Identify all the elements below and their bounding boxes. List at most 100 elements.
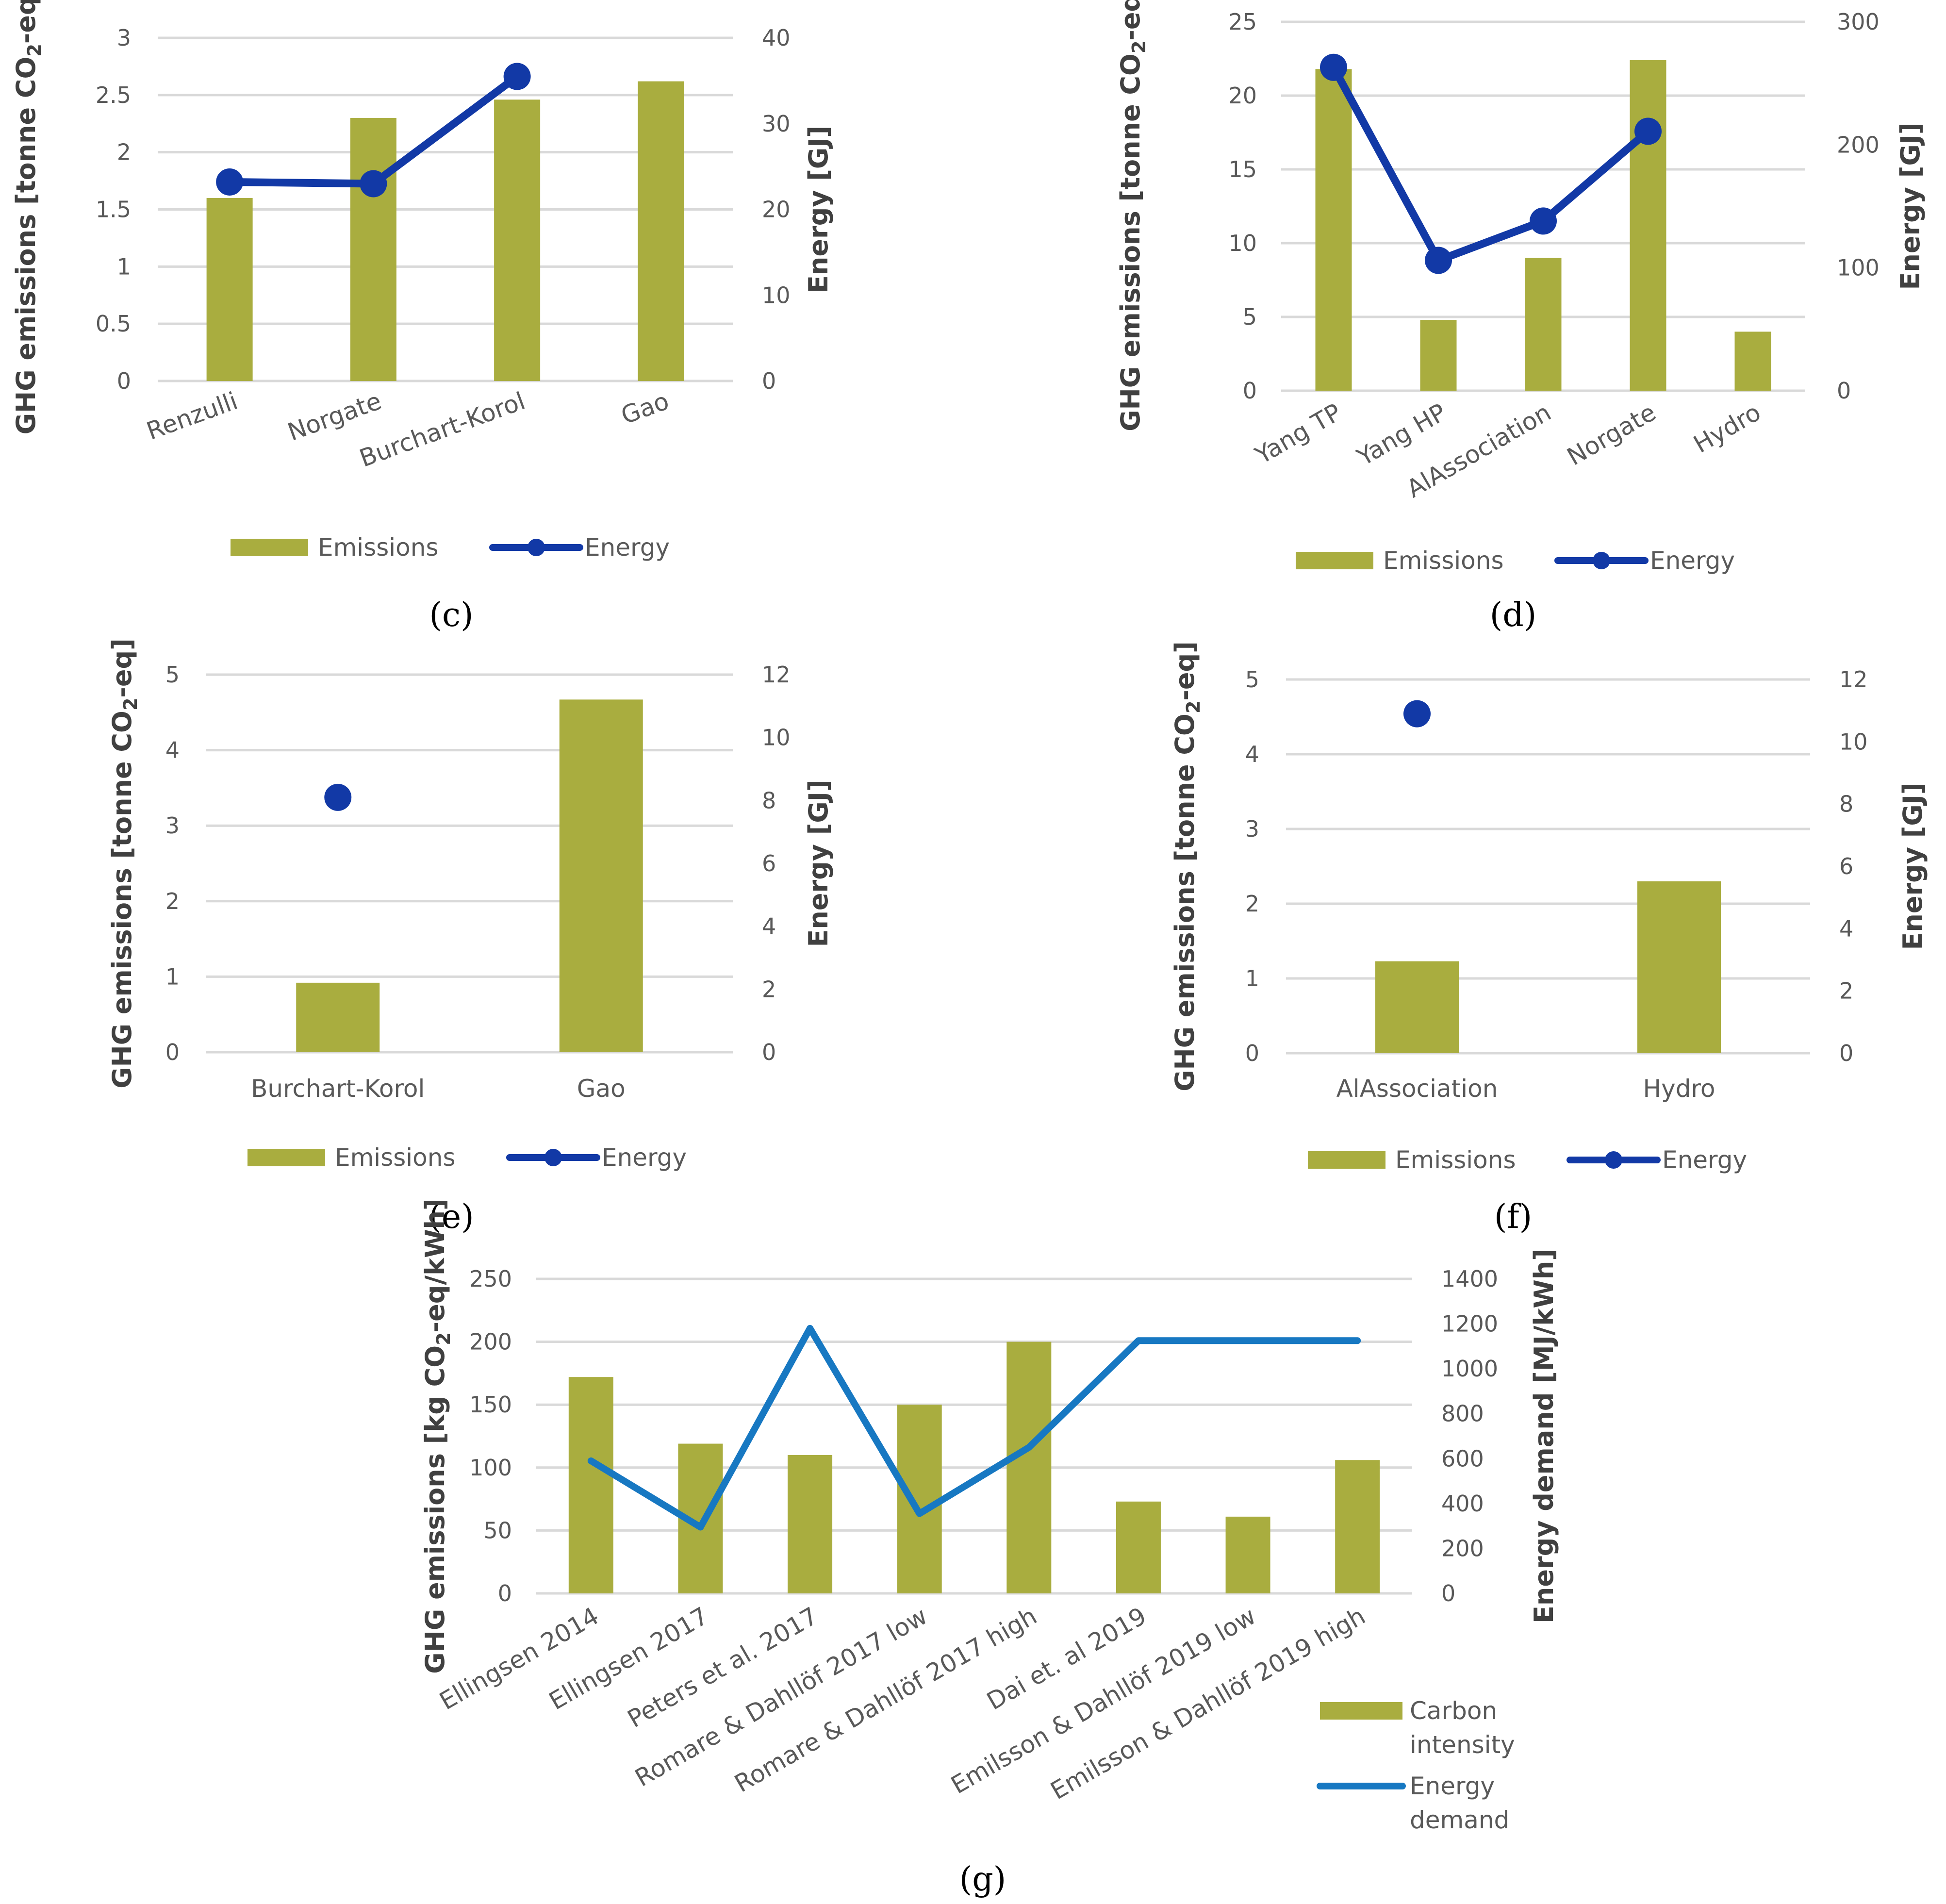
- y-left-tick-label: 0: [117, 368, 131, 394]
- data-point: [360, 170, 387, 198]
- bar: [1420, 320, 1457, 391]
- bar: [494, 99, 541, 381]
- y-right-axis-title: Energy [GJ]: [803, 126, 834, 293]
- panel-label: (g): [959, 1860, 1006, 1899]
- y-right-tick-label: 0: [1839, 1040, 1853, 1066]
- bar: [206, 198, 253, 381]
- y-left-tick-label: 1.5: [96, 197, 131, 223]
- y-right-tick-label: 1200: [1441, 1311, 1498, 1337]
- y-left-tick-label: 3: [165, 812, 180, 839]
- y-right-tick-label: 4: [762, 913, 776, 940]
- legend-label: Energy demand: [1410, 1772, 1509, 1834]
- svg-text:Energy [GJ]: Energy [GJ]: [803, 779, 834, 947]
- y-left-tick-label: 4: [165, 737, 180, 763]
- y-left-tick-label: 25: [1228, 9, 1257, 35]
- y-left-tick-label: 1: [1245, 965, 1259, 992]
- data-point: [324, 783, 352, 811]
- category-label: Peters et al. 2017: [623, 1602, 823, 1733]
- svg-text:GHG emissions [kg CO2-eq/kWh]: GHG emissions [kg CO2-eq/kWh]: [420, 1198, 454, 1673]
- category-label: Burchart-Korol: [356, 387, 529, 473]
- y-right-axis-title: Energy [GJ]: [803, 779, 834, 947]
- svg-text:GHG emissions [tonne CO2-eq]: GHG emissions [tonne CO2-eq]: [1115, 0, 1150, 431]
- y-right-tick-label: 6: [762, 850, 776, 877]
- bar: [1006, 1341, 1052, 1593]
- y-left-tick-label: 100: [469, 1455, 512, 1481]
- legend-swatch-marker: [528, 539, 545, 556]
- y-left-tick-label: 5: [165, 662, 180, 688]
- y-right-tick-label: 300: [1837, 9, 1880, 35]
- y-right-tick-label: 2: [762, 976, 776, 1002]
- data-point: [1320, 53, 1347, 81]
- legend-label: Energy: [602, 1143, 687, 1172]
- bar: [1525, 258, 1562, 391]
- y-right-tick-label: 1400: [1441, 1266, 1498, 1292]
- y-right-tick-label: 30: [762, 111, 791, 137]
- data-point: [1530, 207, 1557, 235]
- y-left-axis-title: GHG emissions [tonne CO2-eq]: [107, 638, 141, 1089]
- bar: [1116, 1501, 1161, 1593]
- svg-text:Energy [GJ]: Energy [GJ]: [803, 126, 834, 293]
- svg-text:GHG emissions [tonne CO2-eq]: GHG emissions [tonne CO2-eq]: [11, 0, 45, 434]
- y-left-tick-label: 10: [1228, 230, 1257, 256]
- svg-text:Energy [GJ]: Energy [GJ]: [1895, 122, 1926, 290]
- category-label: Yang TP: [1250, 398, 1346, 470]
- y-left-tick-label: 200: [469, 1329, 512, 1355]
- y-right-tick-label: 0: [762, 368, 776, 394]
- legend-label: Emissions: [1395, 1146, 1516, 1174]
- y-left-tick-label: 4: [1245, 741, 1259, 767]
- svg-text:GHG emissions [tonne CO2-eq]: GHG emissions [tonne CO2-eq]: [107, 638, 141, 1089]
- y-right-tick-label: 0: [1441, 1580, 1455, 1606]
- y-left-tick-label: 50: [483, 1517, 512, 1543]
- y-left-tick-label: 0.5: [96, 311, 131, 337]
- panel-label: (c): [429, 596, 473, 634]
- svg-text:Energy demand [MJ/kWh]: Energy demand [MJ/kWh]: [1529, 1249, 1559, 1623]
- y-left-tick-label: 1: [117, 253, 131, 280]
- y-left-tick-label: 20: [1228, 83, 1257, 109]
- y-right-axis-title: Energy [GJ]: [1897, 782, 1928, 950]
- legend-swatch-bar: [247, 1149, 325, 1166]
- y-right-tick-label: 12: [762, 662, 791, 688]
- bar: [1225, 1516, 1270, 1593]
- y-right-tick-label: 0: [762, 1039, 776, 1065]
- y-right-axis-title: Energy [GJ]: [1895, 122, 1926, 290]
- chart-panel-4: 0 50 100 150 200 250 0 200 400 600 800 1000 1200 1400…: [420, 1198, 1559, 1899]
- y-left-tick-label: 0: [498, 1580, 512, 1606]
- bar: [1315, 69, 1352, 391]
- y-right-axis-title: Energy demand [MJ/kWh]: [1529, 1249, 1559, 1623]
- y-left-tick-label: 3: [1245, 816, 1259, 842]
- bar: [897, 1405, 942, 1593]
- y-left-tick-label: 0: [1245, 1040, 1259, 1066]
- y-right-tick-label: 6: [1839, 853, 1853, 879]
- y-left-tick-label: 2: [1245, 891, 1259, 917]
- data-point: [1403, 700, 1431, 728]
- panel-label: (d): [1490, 596, 1537, 634]
- chart-panel-1: 0 5 10 15 20 25 0 100 200 300 GHG emissions [tonne…: [1115, 0, 1926, 634]
- y-left-tick-label: 1: [165, 963, 180, 990]
- y-right-tick-label: 12: [1839, 666, 1868, 693]
- category-label: Hydro: [1689, 398, 1765, 459]
- category-label: Hydro: [1643, 1075, 1715, 1103]
- y-left-tick-label: 250: [469, 1266, 512, 1292]
- y-right-tick-label: 0: [1837, 378, 1851, 404]
- y-right-tick-label: 100: [1837, 255, 1880, 281]
- y-right-tick-label: 800: [1441, 1401, 1484, 1427]
- bar: [350, 117, 396, 381]
- bar: [568, 1377, 613, 1593]
- data-point: [216, 168, 244, 196]
- y-left-tick-label: 5: [1245, 666, 1259, 693]
- legend-label: Energy: [585, 533, 670, 562]
- legend-swatch-marker: [1605, 1151, 1622, 1169]
- y-right-tick-label: 200: [1441, 1535, 1484, 1561]
- legend-label: Carbon intensity: [1410, 1697, 1515, 1759]
- y-right-tick-label: 8: [1839, 791, 1853, 817]
- y-left-tick-label: 0: [1243, 378, 1257, 404]
- bar: [559, 699, 643, 1052]
- y-left-tick-label: 0: [165, 1039, 180, 1065]
- category-label: AlAssociation: [1336, 1075, 1498, 1103]
- panel-label: (e): [429, 1198, 474, 1236]
- bar: [1630, 60, 1666, 391]
- legend-swatch-bar: [231, 539, 308, 556]
- category-label: Norgate: [1562, 398, 1661, 471]
